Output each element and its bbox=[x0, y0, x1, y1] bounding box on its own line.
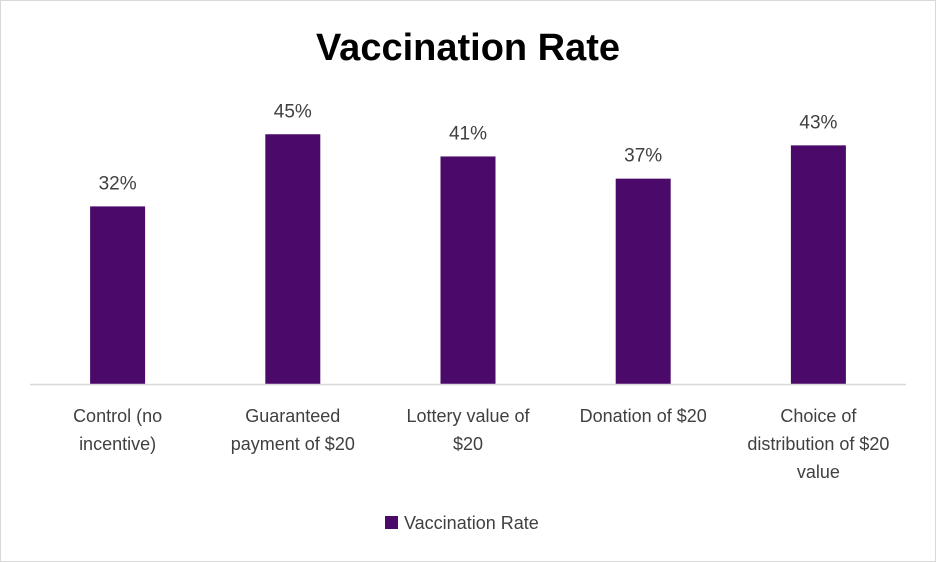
bar-4 bbox=[615, 178, 671, 384]
data-label-3: 41% bbox=[449, 123, 487, 144]
category-label-1: Control (no incentive) bbox=[73, 406, 162, 454]
bar-3 bbox=[440, 156, 496, 384]
data-label-5: 43% bbox=[799, 112, 837, 133]
legend-label-vaccination-rate: Vaccination Rate bbox=[404, 513, 539, 533]
legend-swatch-vaccination-rate bbox=[385, 516, 398, 529]
chart-title: Vaccination Rate bbox=[316, 27, 620, 69]
category-label-2: Guaranteed payment of $20 bbox=[231, 406, 355, 454]
category-label-5: Choice of distribution of $20 value bbox=[747, 406, 889, 482]
category-labels-group: Control (no incentive) Guaranteed payment o… bbox=[73, 406, 889, 482]
bar-5 bbox=[790, 145, 846, 384]
data-label-2: 45% bbox=[274, 101, 312, 122]
legend: Vaccination Rate bbox=[385, 513, 539, 533]
category-label-3: Lottery value of $20 bbox=[406, 406, 530, 454]
data-labels-group: 32% 45% 41% 37% 43% bbox=[99, 101, 838, 194]
bar-1 bbox=[90, 206, 146, 384]
category-label-4: Donation of $20 bbox=[580, 406, 707, 426]
data-label-4: 37% bbox=[624, 146, 662, 167]
bar-2 bbox=[265, 134, 321, 384]
bars-group bbox=[90, 134, 846, 384]
data-label-1: 32% bbox=[99, 173, 137, 194]
